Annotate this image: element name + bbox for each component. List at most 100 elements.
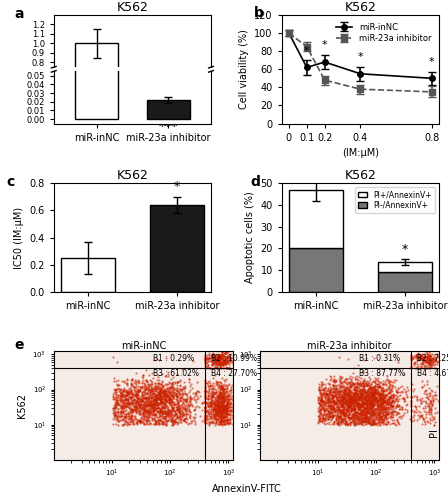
- Point: [383, 420, 390, 428]
- Point: [192, 420, 199, 428]
- Point: [118, 385, 125, 393]
- Point: [227, 386, 234, 394]
- Point: [147, 396, 154, 404]
- Point: [155, 389, 162, 397]
- Point: [147, 404, 155, 412]
- Point: [377, 390, 384, 398]
- Point: [381, 394, 388, 402]
- Point: [382, 376, 389, 384]
- Point: [151, 395, 158, 403]
- Point: [186, 392, 194, 400]
- Point: [426, 400, 433, 408]
- Point: [355, 387, 362, 395]
- Point: [128, 392, 135, 400]
- Point: [128, 404, 135, 412]
- Point: [159, 403, 167, 411]
- Point: [207, 402, 215, 410]
- Point: [223, 356, 230, 364]
- Point: [206, 357, 213, 365]
- Point: [110, 410, 117, 418]
- Point: [157, 390, 164, 398]
- Point: [121, 401, 128, 409]
- Point: [323, 401, 330, 409]
- Point: [352, 402, 359, 410]
- Point: [202, 362, 209, 370]
- Point: [138, 416, 145, 424]
- Point: [415, 352, 422, 360]
- Point: [323, 416, 330, 424]
- Point: [362, 388, 369, 396]
- Point: [322, 420, 329, 428]
- Point: [219, 384, 226, 392]
- Point: [202, 386, 209, 394]
- Point: [369, 410, 376, 418]
- Point: [327, 399, 334, 407]
- Point: [125, 395, 132, 403]
- Point: [343, 420, 350, 428]
- Point: [145, 380, 152, 388]
- Point: [185, 400, 192, 408]
- Point: [224, 388, 231, 396]
- Point: [375, 402, 382, 410]
- Point: [338, 392, 345, 400]
- Point: [387, 394, 394, 402]
- Point: [373, 406, 380, 414]
- Point: [202, 404, 209, 411]
- Point: [416, 364, 423, 372]
- Point: [338, 378, 345, 386]
- Point: [125, 415, 132, 423]
- Point: [119, 400, 126, 407]
- Point: [220, 420, 227, 428]
- Point: [409, 394, 416, 402]
- Point: [424, 416, 431, 424]
- Point: [350, 408, 358, 416]
- Point: [372, 393, 379, 401]
- Point: [161, 394, 168, 402]
- Point: [358, 402, 365, 409]
- Point: [425, 404, 432, 411]
- Point: [378, 394, 385, 402]
- Point: [343, 389, 350, 397]
- Point: [157, 420, 164, 428]
- Point: [418, 394, 426, 402]
- Point: [326, 388, 333, 396]
- Point: [352, 406, 359, 413]
- Point: [345, 391, 353, 399]
- Point: [221, 404, 228, 412]
- Point: [142, 384, 149, 392]
- Point: [219, 391, 226, 399]
- Point: [408, 353, 415, 361]
- Point: [320, 404, 327, 411]
- Point: [337, 392, 345, 400]
- Point: [177, 414, 185, 422]
- Point: [372, 397, 379, 405]
- Point: [336, 398, 343, 406]
- Point: [215, 412, 223, 420]
- Point: [346, 394, 353, 402]
- Point: [414, 350, 421, 358]
- Point: [117, 412, 125, 420]
- Point: [222, 382, 229, 390]
- Point: [421, 416, 428, 424]
- Point: [371, 385, 378, 393]
- Point: [315, 383, 323, 391]
- Point: [370, 406, 377, 414]
- Point: [148, 402, 155, 410]
- Point: [220, 360, 228, 368]
- Point: [334, 393, 341, 401]
- Point: [159, 404, 167, 412]
- Point: [327, 404, 335, 412]
- Point: [131, 412, 138, 420]
- Point: [388, 408, 396, 416]
- Point: [369, 402, 376, 409]
- Point: [364, 398, 371, 406]
- Point: [145, 406, 152, 414]
- Point: [366, 382, 373, 390]
- Point: [359, 394, 366, 402]
- Point: [147, 400, 154, 407]
- Point: [212, 351, 219, 359]
- Point: [217, 354, 224, 362]
- Point: [345, 402, 352, 409]
- Point: [173, 393, 180, 401]
- Point: [359, 396, 366, 404]
